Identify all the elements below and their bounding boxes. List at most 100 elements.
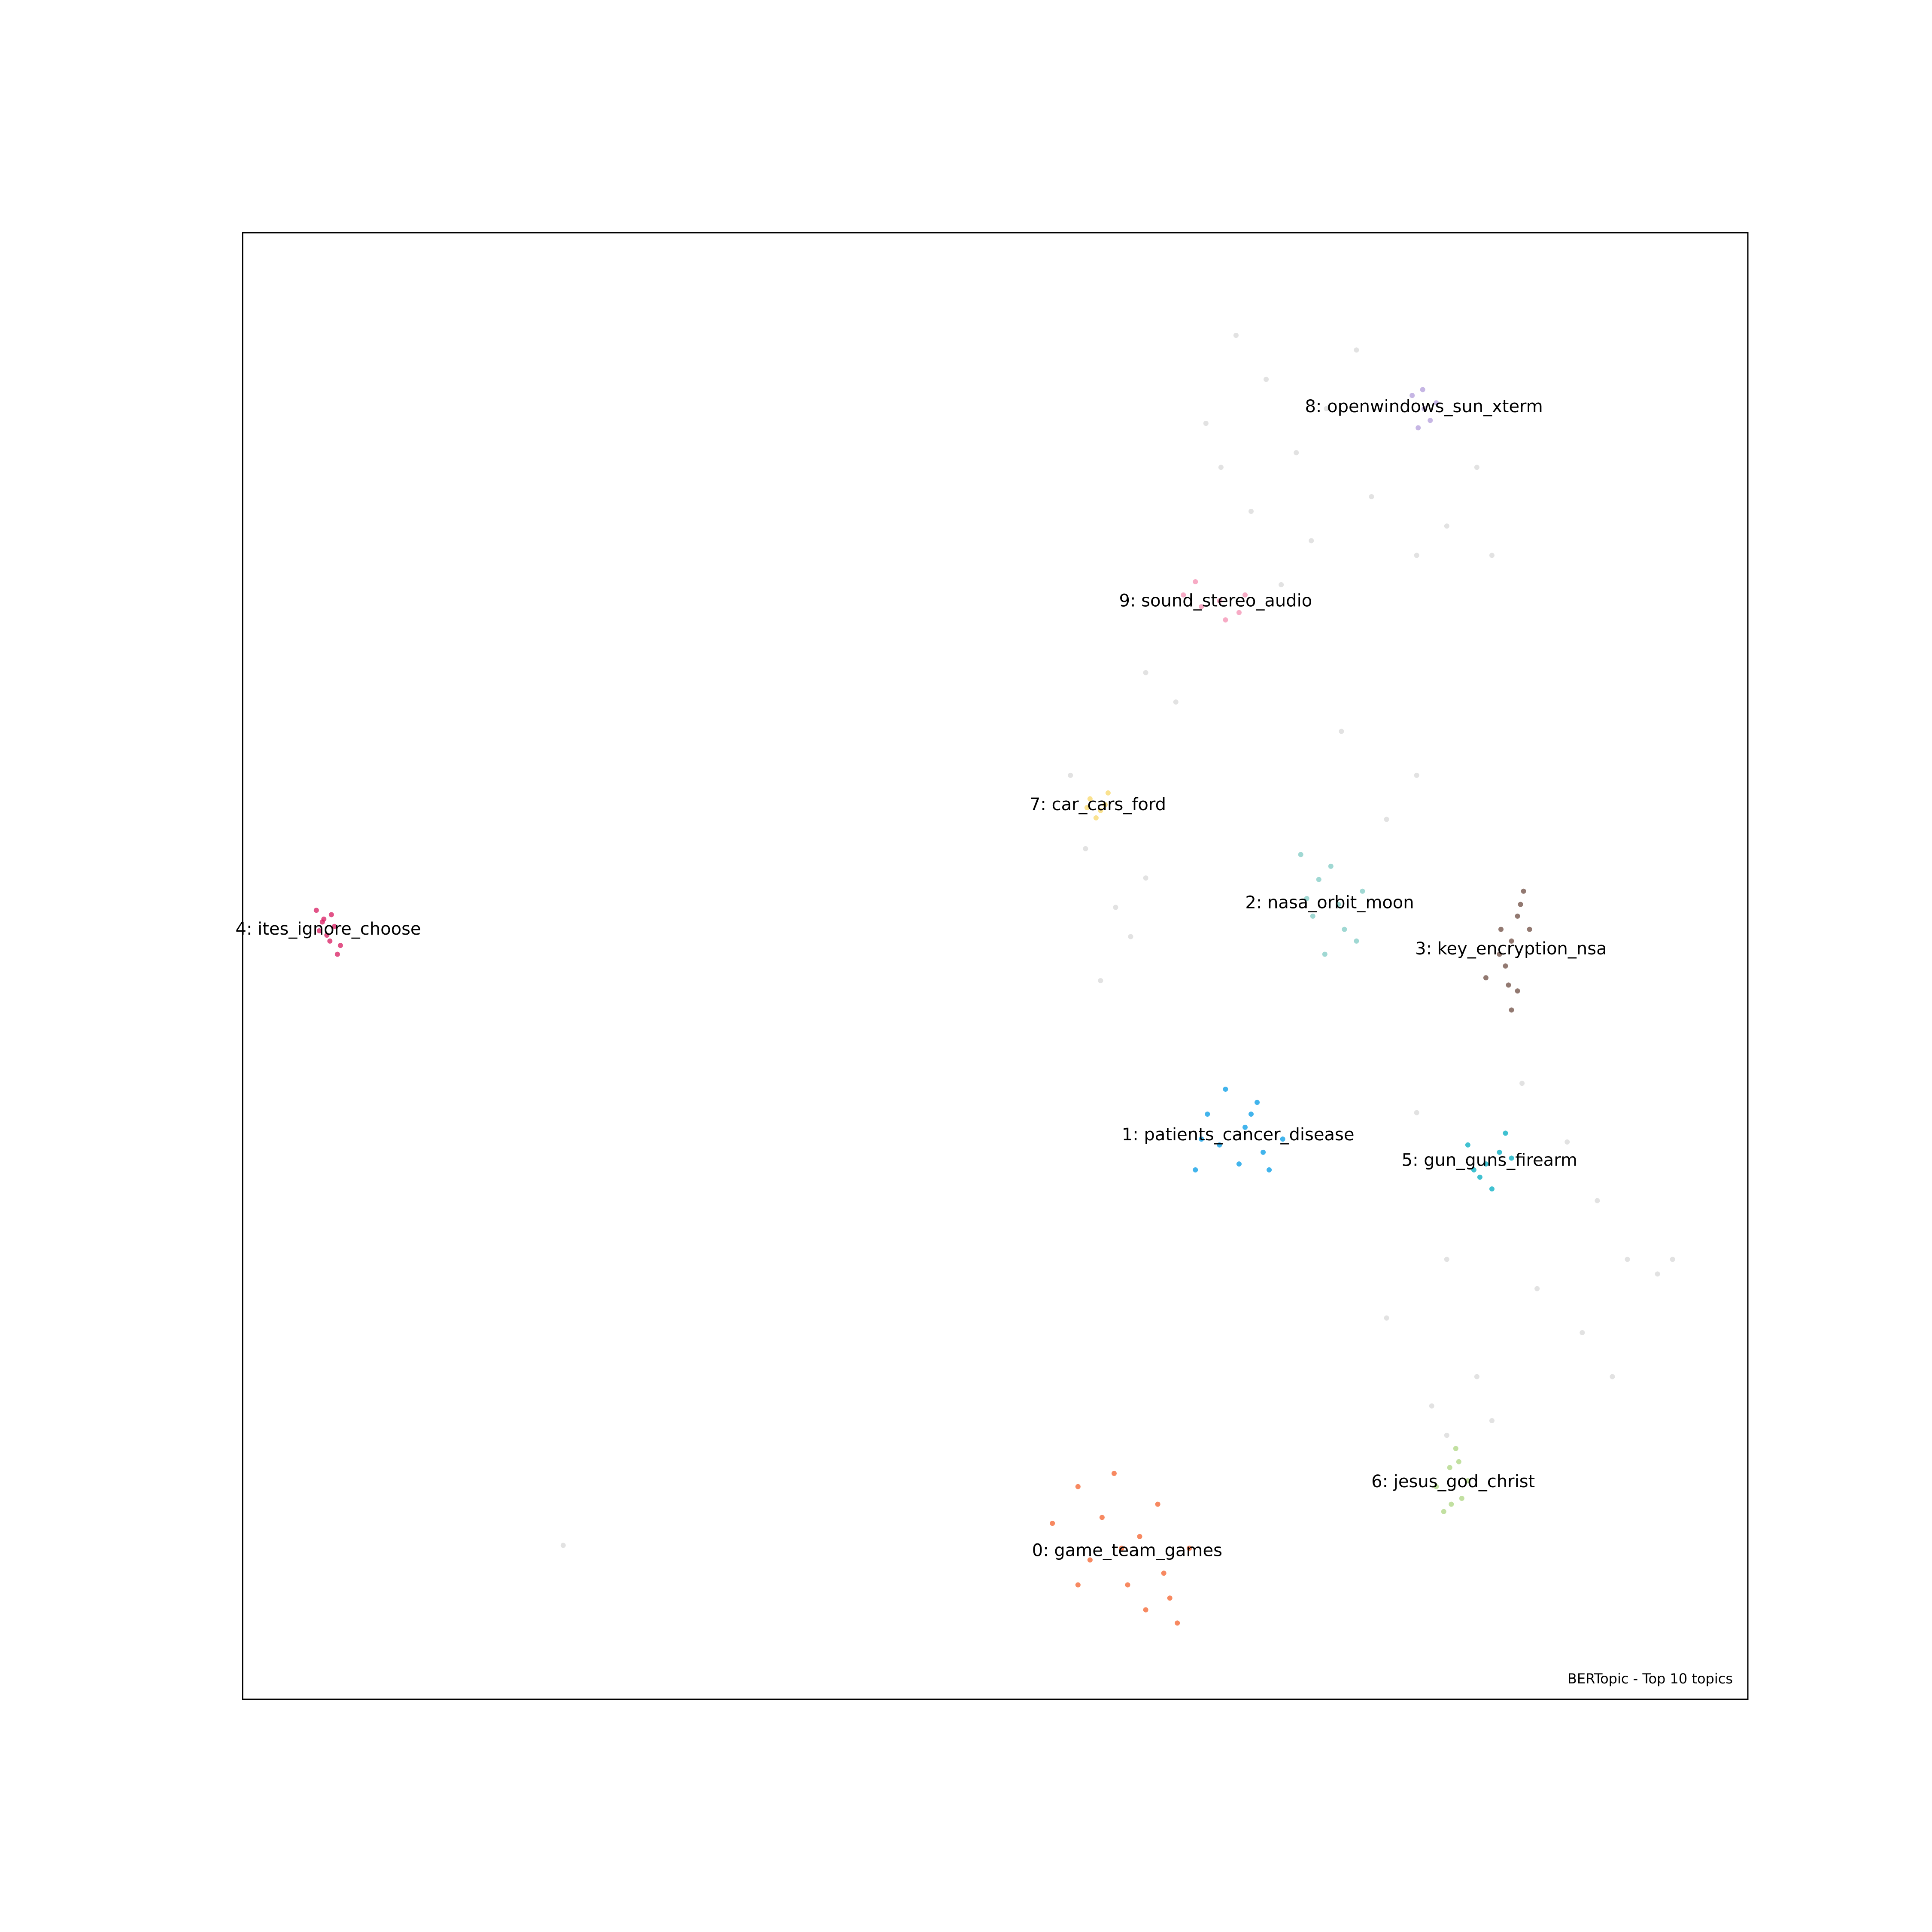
point (1384, 817, 1389, 822)
point (1199, 604, 1204, 610)
point (1098, 808, 1103, 813)
point (1223, 1086, 1228, 1092)
point (1083, 846, 1088, 851)
point (1489, 553, 1495, 558)
point (1068, 772, 1073, 778)
point (1410, 393, 1415, 398)
point (1294, 450, 1299, 456)
point (1518, 902, 1523, 907)
point (1218, 465, 1224, 470)
point (1503, 1130, 1508, 1136)
point (1261, 1149, 1266, 1155)
point (1336, 902, 1341, 907)
point (1217, 1142, 1222, 1148)
point (1369, 494, 1374, 499)
point (1217, 598, 1222, 604)
point (1322, 951, 1327, 957)
point (1236, 610, 1242, 615)
point (1444, 523, 1449, 529)
point (1564, 1139, 1570, 1145)
point (1102, 802, 1108, 808)
topic-label: 1: patients_cancer_disease (1122, 1125, 1355, 1145)
point (1453, 1446, 1458, 1451)
point (1655, 1271, 1660, 1277)
point (1483, 1161, 1488, 1167)
point (1428, 418, 1433, 423)
point (1670, 1257, 1675, 1262)
annotation: BERTopic - Top 10 topics (1567, 1671, 1733, 1687)
point (1489, 1186, 1495, 1192)
point (1519, 1081, 1525, 1086)
point (1181, 592, 1186, 598)
point (1449, 1501, 1454, 1507)
point (1444, 1433, 1449, 1438)
point (1113, 905, 1118, 910)
point (1280, 1136, 1285, 1142)
point (1087, 796, 1093, 802)
point (316, 928, 322, 934)
point (1328, 863, 1334, 869)
point (1444, 1257, 1449, 1262)
point (337, 943, 343, 948)
point (1441, 1509, 1446, 1514)
point (1414, 1110, 1419, 1115)
point (1279, 582, 1284, 587)
point (1515, 913, 1520, 919)
point (1255, 1100, 1260, 1105)
topic-label: 4: ites_ignore_choose (235, 919, 421, 939)
point (1223, 617, 1228, 623)
point (1354, 938, 1359, 944)
point (1354, 347, 1359, 353)
point (1099, 1515, 1105, 1520)
point (1242, 592, 1248, 598)
topic-label: 3: key_encryption_nsa (1415, 939, 1607, 959)
point (331, 923, 337, 929)
point (1434, 400, 1439, 406)
point (1456, 1459, 1461, 1464)
point (328, 912, 334, 917)
point (1459, 1496, 1464, 1501)
point (1187, 1546, 1192, 1551)
point (1477, 1174, 1482, 1180)
topic-label: 6: jesus_god_christ (1371, 1472, 1535, 1492)
point (1474, 465, 1479, 470)
point (1203, 421, 1209, 426)
point (1483, 975, 1488, 981)
point (1105, 790, 1111, 796)
point (1360, 888, 1365, 894)
point (1509, 1155, 1514, 1161)
point (319, 919, 325, 925)
point (1521, 888, 1526, 894)
point (1249, 1112, 1254, 1117)
point (1465, 1142, 1470, 1148)
point (1249, 509, 1254, 514)
point (1205, 1112, 1210, 1117)
point (1497, 951, 1502, 957)
point (1342, 927, 1347, 932)
point (1339, 729, 1344, 734)
topic-label: 2: nasa_orbit_moon (1245, 893, 1414, 912)
point (1050, 1521, 1055, 1526)
point (1595, 1198, 1600, 1203)
point (1155, 1501, 1160, 1507)
point (1465, 1478, 1470, 1484)
point (1527, 927, 1532, 932)
point (1264, 377, 1269, 382)
point (1414, 553, 1419, 558)
point (1119, 1546, 1124, 1551)
point (1236, 1161, 1242, 1167)
point (313, 908, 319, 913)
point (1503, 963, 1508, 969)
point (1422, 406, 1427, 411)
point (1098, 978, 1103, 984)
point (1580, 1330, 1585, 1335)
plot-frame (242, 232, 1749, 1700)
point (1309, 538, 1314, 544)
point (1084, 805, 1090, 811)
point (1429, 1403, 1434, 1409)
point (1175, 1620, 1180, 1626)
point (1316, 877, 1321, 882)
point (1143, 1607, 1148, 1613)
